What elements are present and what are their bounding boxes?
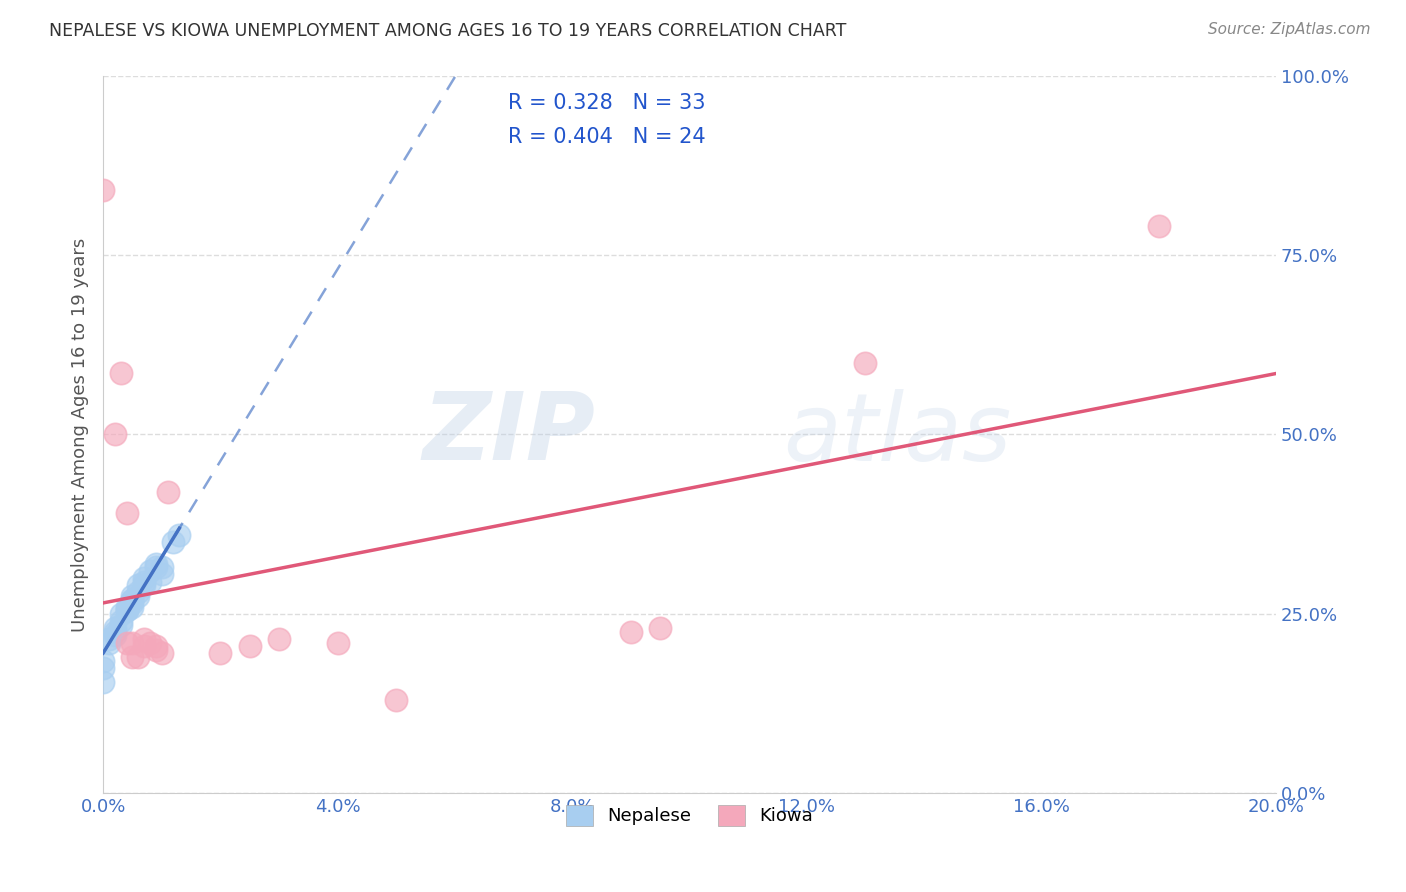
Point [91, 675, 114, 690]
Point [91, 661, 114, 675]
Point [110, 367, 132, 381]
Point [134, 578, 156, 592]
Point [209, 646, 232, 660]
Point [169, 528, 191, 542]
Text: R = 0.404   N = 24: R = 0.404 N = 24 [508, 128, 706, 147]
Point [115, 507, 138, 521]
Point [115, 599, 138, 614]
Point [115, 603, 138, 617]
Point [134, 639, 156, 653]
Text: Source: ZipAtlas.com: Source: ZipAtlas.com [1208, 22, 1371, 37]
Point [156, 484, 179, 499]
Point [150, 567, 173, 582]
Point [121, 635, 143, 649]
Point [620, 624, 643, 639]
Point [104, 621, 127, 635]
Point [115, 635, 138, 649]
Point [91, 183, 114, 197]
Text: ZIP: ZIP [423, 388, 596, 481]
Point [385, 693, 408, 707]
Point [121, 599, 143, 614]
Point [145, 557, 167, 571]
Point [139, 635, 162, 649]
Text: NEPALESE VS KIOWA UNEMPLOYMENT AMONG AGES 16 TO 19 YEARS CORRELATION CHART: NEPALESE VS KIOWA UNEMPLOYMENT AMONG AGE… [49, 22, 846, 40]
Point [127, 650, 149, 665]
Point [650, 621, 672, 635]
Point [121, 592, 143, 607]
Point [150, 646, 173, 660]
Point [115, 603, 138, 617]
Point [150, 560, 173, 574]
Point [110, 607, 132, 621]
Point [145, 639, 167, 653]
Point [91, 654, 114, 668]
Y-axis label: Unemployment Among Ages 16 to 19 years: Unemployment Among Ages 16 to 19 years [72, 237, 89, 632]
Point [110, 617, 132, 632]
Point [139, 564, 162, 578]
Point [127, 578, 149, 592]
Point [855, 356, 877, 370]
Text: R = 0.328   N = 33: R = 0.328 N = 33 [508, 94, 706, 113]
Point [104, 628, 127, 642]
Point [127, 585, 149, 599]
Point [121, 596, 143, 610]
Legend: Nepalese, Kiowa: Nepalese, Kiowa [557, 796, 823, 835]
Point [267, 632, 290, 646]
Point [104, 624, 127, 639]
Point [145, 560, 167, 574]
Point [110, 614, 132, 628]
Point [326, 635, 349, 649]
Point [121, 589, 143, 603]
Point [1147, 219, 1170, 234]
Point [145, 642, 167, 657]
Text: atlas: atlas [783, 389, 1012, 480]
Point [134, 632, 156, 646]
Point [98, 632, 121, 646]
Point [162, 535, 184, 549]
Point [139, 574, 162, 589]
Point [104, 427, 127, 442]
Point [239, 639, 262, 653]
Point [127, 589, 149, 603]
Point [121, 592, 143, 607]
Point [121, 650, 143, 665]
Point [98, 635, 121, 649]
Point [134, 571, 156, 585]
Point [134, 574, 156, 589]
